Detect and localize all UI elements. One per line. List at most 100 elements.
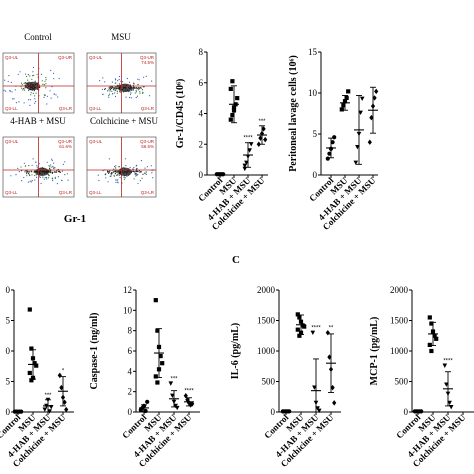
flow-event-dot (110, 173, 112, 175)
data-point-triangle (48, 405, 54, 410)
flow-event-dot (27, 74, 29, 76)
flow-event-dot (59, 171, 62, 173)
flow-event-dot (46, 161, 48, 163)
flow-event-dot (125, 96, 127, 98)
flow-event-dot (108, 158, 110, 160)
y-tick-label: 0 (199, 170, 204, 180)
flow-event-dot (53, 168, 55, 170)
flow-event-dot (62, 163, 64, 165)
flow-event-dot (107, 90, 109, 92)
quadrant-ul-label: Q3-UL (89, 139, 103, 144)
significance-annotation: **** (184, 389, 194, 395)
flow-event-dot (116, 90, 118, 92)
flow-event-dot (140, 171, 142, 173)
quadrant-lr-label: Q3-LR (59, 190, 73, 195)
flow-event-dot (125, 165, 127, 167)
data-point-square (427, 342, 432, 347)
flow-event-dot (117, 80, 119, 82)
flow-event-dot (34, 80, 36, 82)
quadrant-ur-label: Q3-UR (140, 139, 155, 144)
flow-event-dot (109, 175, 111, 177)
flow-event-dot (107, 171, 109, 173)
flow-event-dot (46, 95, 49, 97)
flow-event-dot (30, 181, 32, 183)
significance-annotation: *** (44, 393, 52, 399)
flow-event-dot (140, 160, 143, 162)
flow-event-dot (124, 158, 127, 160)
panel-letter-c: C (232, 254, 240, 266)
flow-event-dot (27, 99, 30, 101)
flow-event-dot (45, 83, 47, 85)
flow-event-dot (20, 82, 23, 84)
flow-event-dot (137, 83, 139, 86)
flow-event-dot (17, 167, 19, 169)
flow-event-dot (113, 89, 115, 91)
data-point-square (295, 312, 300, 317)
quadrant-lr-label: Q3-LR (59, 106, 73, 111)
flow-event-dot (47, 174, 50, 176)
flow-event-dot (24, 82, 26, 84)
flow-event-dot (129, 96, 131, 99)
flow-event-dot (26, 175, 28, 177)
data-point-diamond (258, 135, 263, 141)
flow-event-dot (144, 167, 146, 169)
flow-event-dot (27, 79, 29, 81)
data-point-triangle (358, 110, 363, 115)
flow-event-dot (43, 96, 45, 98)
quadrant-ur-value: 56.5% (141, 144, 154, 149)
quadrant-lr-label: Q3-LR (141, 190, 155, 195)
flow-event-dot (110, 87, 112, 89)
flow-event-dot (61, 179, 63, 181)
data-point-triangle (312, 385, 317, 390)
data-point-diamond (188, 402, 193, 408)
data-point-triangle (168, 381, 174, 386)
quadrant-ll-label: Q3-LL (89, 106, 102, 111)
flow-event-dot (45, 79, 47, 81)
flow-event-dot (31, 174, 33, 176)
flow-event-dot (53, 93, 56, 95)
flow-event-dot (123, 178, 125, 180)
flow-event-dot (98, 179, 100, 182)
data-point-square (302, 324, 307, 329)
flow-event-dot (135, 168, 138, 170)
flow-event-dot (24, 165, 26, 167)
data-point-diamond (367, 139, 372, 145)
y-tick-label: 500 (262, 377, 276, 387)
flow-event-dot (31, 180, 33, 182)
flow-event-dot (102, 93, 104, 96)
data-point-triangle (448, 405, 454, 410)
flow-event-dot (115, 89, 117, 91)
flow-event-dot (114, 86, 116, 88)
flow-event-dot (14, 89, 16, 91)
y-tick-label: 5 (313, 129, 318, 139)
data-point-square (230, 79, 235, 84)
data-point-circle (19, 409, 24, 414)
data-point-diamond (256, 141, 261, 147)
flow-event-dot (135, 91, 138, 93)
flow-event-dot (105, 173, 107, 175)
flow-event-dot (44, 80, 46, 82)
flow-event-dot (104, 88, 106, 90)
flow-event-dot (52, 165, 54, 167)
data-point-circle (287, 409, 292, 414)
flow-event-dot (10, 81, 12, 83)
y-tick-label: 500 (395, 377, 409, 387)
flow-event-dot (137, 170, 139, 172)
flow-event-dot (143, 76, 145, 78)
flow-event-dot (118, 166, 120, 168)
data-point-diamond (332, 400, 337, 406)
data-point-square (30, 356, 36, 361)
flow-event-dot (58, 170, 61, 172)
flow-event-dot (54, 171, 56, 173)
flow-event-dot (136, 164, 138, 166)
flow-event-dot (151, 172, 153, 174)
significance-annotation: *** (258, 119, 266, 125)
data-point-diamond (370, 103, 376, 109)
y-tick-label: 0 (313, 170, 318, 180)
flow-event-dot (21, 180, 23, 182)
flow-event-dot (54, 177, 57, 179)
data-point-circle (419, 409, 424, 414)
